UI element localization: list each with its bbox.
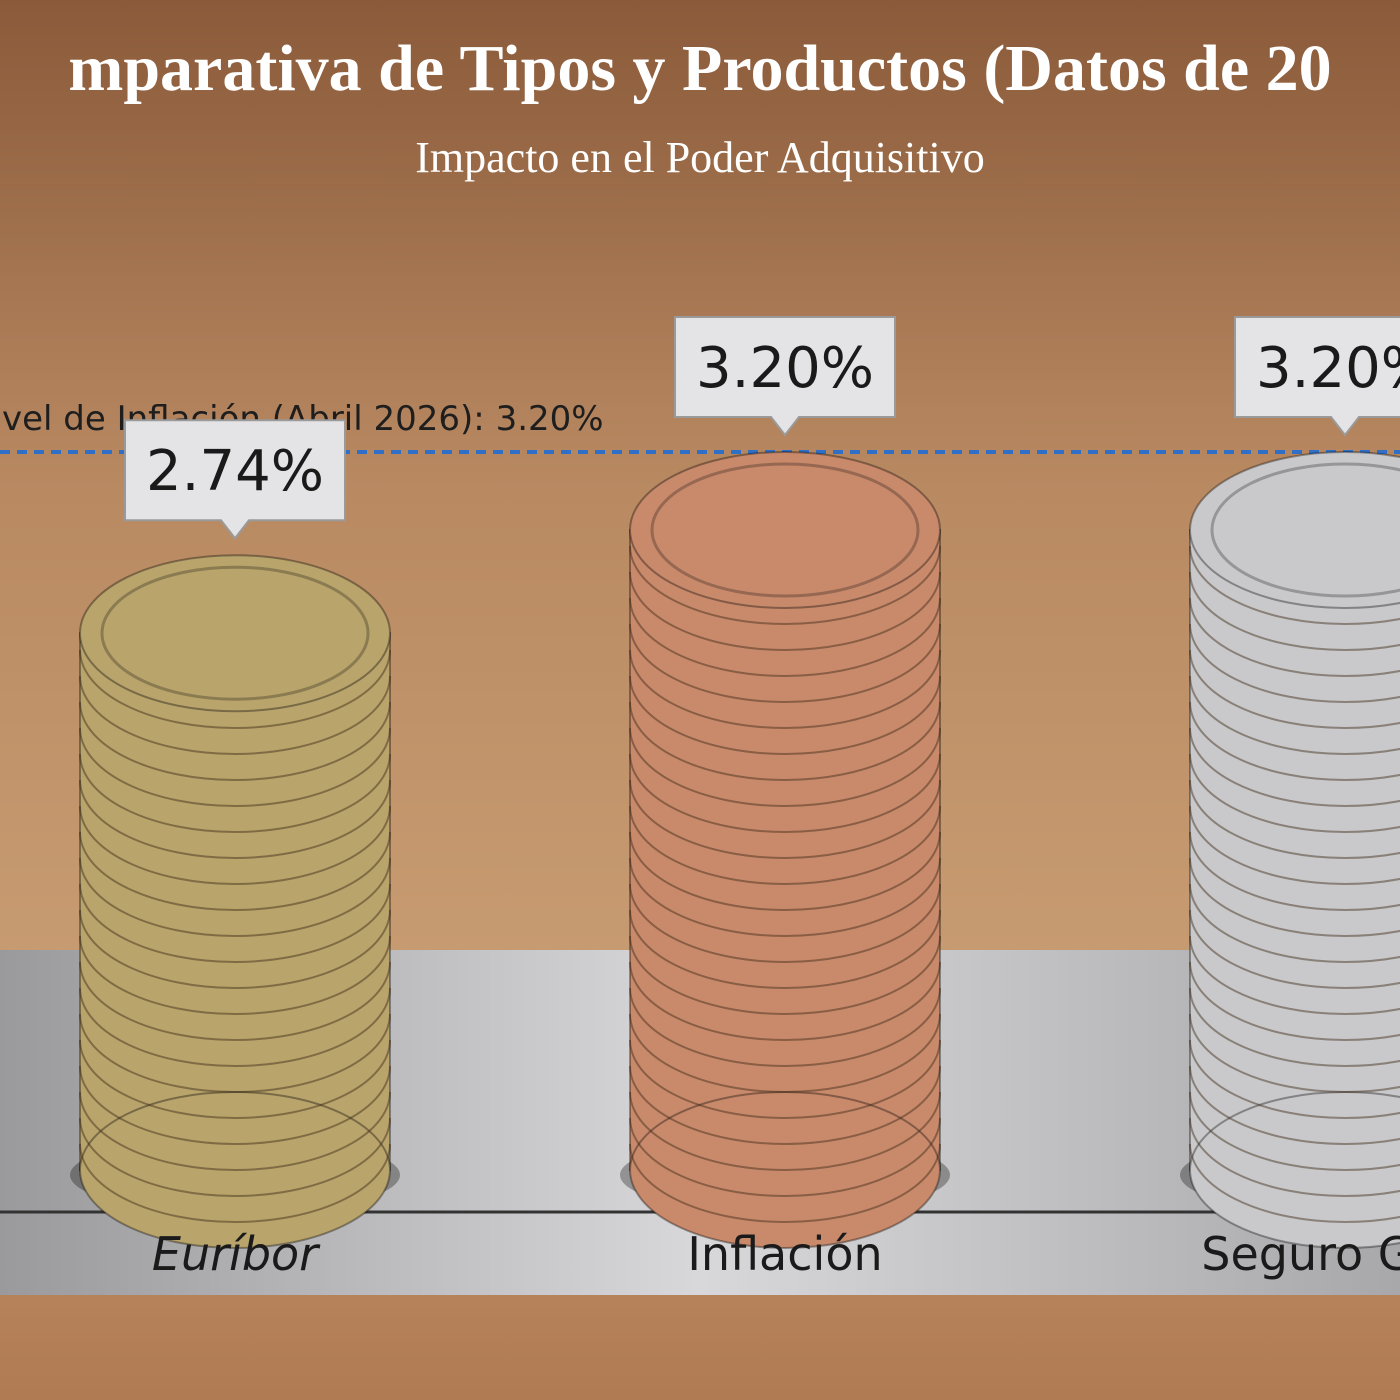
coin-rim — [79, 1039, 391, 1119]
coin-rim — [1189, 857, 1400, 937]
coin-rim — [1189, 805, 1400, 885]
coin-rim — [629, 779, 941, 859]
coin-rim — [1189, 1013, 1400, 1093]
coin-rim — [1189, 1143, 1400, 1223]
coin-rim — [1189, 623, 1400, 703]
coin-top — [79, 554, 391, 713]
coin-rim — [629, 753, 941, 833]
coin-rim — [629, 1091, 941, 1171]
stack-bottom — [629, 1091, 941, 1249]
coin-rim — [629, 909, 941, 989]
coin-rim — [629, 987, 941, 1067]
coin-rim — [79, 987, 391, 1067]
coin-rim — [79, 1143, 391, 1223]
coin-face — [1210, 462, 1400, 598]
coin-rim — [79, 857, 391, 937]
coin-top — [629, 451, 941, 609]
coin-rim — [629, 571, 941, 651]
coin-rim — [79, 753, 391, 833]
callout — [674, 316, 896, 437]
stack-bottom — [1189, 1091, 1400, 1249]
coin-rim — [629, 1143, 941, 1223]
coin-stack — [1180, 451, 1400, 1249]
coin-rim — [629, 857, 941, 937]
coin-rim — [629, 961, 941, 1041]
coin-rim — [1189, 987, 1400, 1067]
coin-rim — [1189, 597, 1400, 677]
coin-rim — [629, 675, 941, 755]
coin-rim — [79, 779, 391, 859]
coin-stack — [70, 554, 400, 1249]
chart-subtitle: Impacto en el Poder Adquisitivo — [415, 133, 984, 182]
coin-rim — [629, 545, 941, 625]
coin-rim — [79, 805, 391, 885]
coin-rim — [1189, 571, 1400, 651]
coin-rim — [1189, 961, 1400, 1041]
coin-rim — [1189, 1039, 1400, 1119]
coin-rim — [1189, 701, 1400, 781]
coin-rim — [79, 701, 391, 781]
coin-rim — [629, 597, 941, 677]
coin-rim — [629, 727, 941, 807]
coin-rim — [79, 935, 391, 1015]
coin-rim — [79, 1013, 391, 1093]
value-label: 3.20% — [696, 336, 874, 401]
coin-rim — [79, 883, 391, 963]
coin-rim — [79, 961, 391, 1041]
coin-rim — [79, 909, 391, 989]
coin-rim — [1189, 1065, 1400, 1145]
coin-rim — [79, 1091, 391, 1171]
coin-rim — [1189, 779, 1400, 859]
coin-rim — [629, 623, 941, 703]
coin-rim — [1189, 675, 1400, 755]
coin-rim — [629, 831, 941, 911]
coin-rim — [1189, 1091, 1400, 1171]
coin-rim — [629, 935, 941, 1015]
value-label: 3.20% — [1256, 336, 1400, 401]
coin-rim — [79, 831, 391, 911]
coin-rim — [629, 649, 941, 729]
stack-bottom — [79, 1091, 391, 1249]
coin-rim — [1189, 909, 1400, 989]
callout — [1234, 316, 1400, 437]
coin-rim — [629, 1065, 941, 1145]
coin-rim — [79, 1117, 391, 1197]
coin-top — [1189, 451, 1400, 609]
coin-stack — [620, 451, 950, 1249]
coin-rim — [1189, 649, 1400, 729]
coin-rim — [1189, 727, 1400, 807]
coin-rim — [79, 675, 391, 755]
callout — [124, 419, 346, 540]
coin-rim — [1189, 883, 1400, 963]
stack-body — [79, 632, 391, 1171]
coin-rim — [1189, 831, 1400, 911]
coin-rim — [629, 1039, 941, 1119]
coin-rim — [629, 701, 941, 781]
chart-title: mparativa de Tipos y Productos (Datos de… — [68, 32, 1331, 105]
stack-body — [629, 529, 941, 1171]
coin-face — [650, 462, 920, 598]
coin-face — [100, 565, 370, 701]
coin-rim — [1189, 545, 1400, 625]
coin-rim — [629, 883, 941, 963]
coin-rim — [629, 1117, 941, 1197]
x-tick-label: Inflación — [687, 1227, 882, 1281]
coin-rim — [79, 727, 391, 807]
x-tick-label: Euríbor — [152, 1227, 321, 1281]
coin-rim — [1189, 1117, 1400, 1197]
coin-rim — [79, 1065, 391, 1145]
coin-rim — [629, 1013, 941, 1093]
coin-rim — [1189, 753, 1400, 833]
stack-body — [1189, 529, 1400, 1171]
coin-rim — [1189, 935, 1400, 1015]
value-label: 2.74% — [146, 439, 324, 504]
x-tick-label: Seguro Gara — [1201, 1227, 1400, 1281]
coin-rim — [629, 805, 941, 885]
coin-rim — [79, 649, 391, 729]
